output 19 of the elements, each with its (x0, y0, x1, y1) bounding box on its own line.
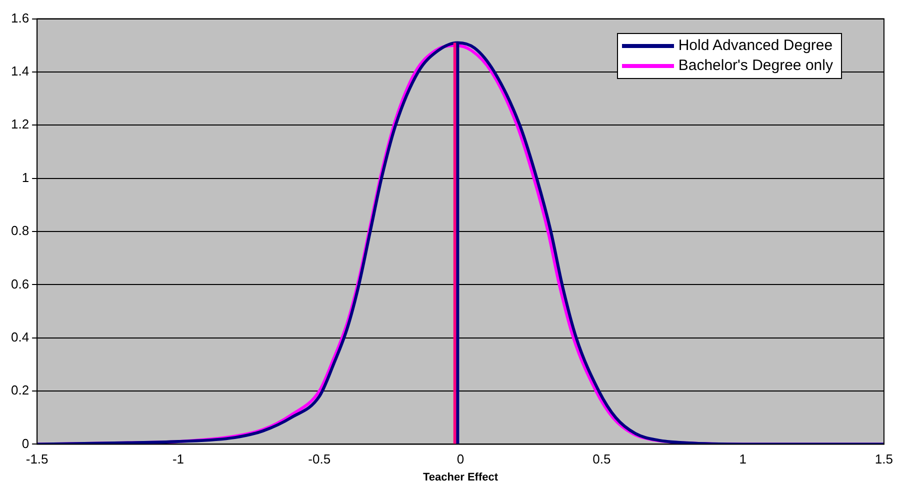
x-tick-label: 0.5 (592, 452, 611, 467)
y-tick-label: 0.4 (10, 329, 30, 344)
y-tick-label: 0 (22, 436, 30, 451)
y-tick-label: 1.6 (10, 10, 30, 26)
y-tick-label: 1.4 (10, 64, 30, 79)
x-tick-label: -1 (172, 452, 184, 467)
x-tick-label: -0.5 (308, 452, 331, 467)
legend-label: Bachelor's Degree only (678, 56, 833, 76)
y-tick-label: 1 (22, 170, 30, 185)
y-tick-label: 0.6 (10, 276, 30, 292)
x-tick-label: 1 (739, 452, 746, 467)
y-tick-label: 0.2 (10, 382, 30, 398)
y-tick-label: 1.2 (10, 116, 30, 132)
x-tick-label: -1.5 (26, 452, 48, 467)
x-axis-title: Teacher Effect (423, 471, 498, 484)
y-tick-label: 0.8 (10, 223, 30, 238)
legend-label: Hold Advanced Degree (678, 36, 833, 56)
x-tick-label: 0 (456, 452, 464, 467)
x-tick-label: 1.5 (874, 452, 894, 467)
